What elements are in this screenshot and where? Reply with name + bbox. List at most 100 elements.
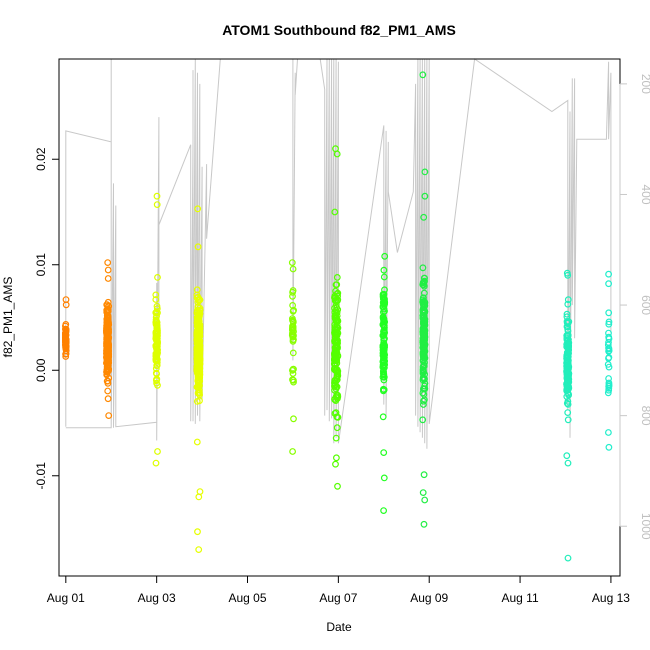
data-point [605,375,612,382]
data-point [605,381,613,389]
right-tick-label: 800 [639,406,650,426]
data-point [421,359,428,367]
series-9 [604,270,613,451]
data-point [103,312,111,320]
data-point [153,377,160,385]
data-point [421,168,429,176]
data-point [564,416,572,424]
data-point [154,448,161,455]
data-point [379,332,387,339]
data-point [563,357,571,364]
data-point [331,410,339,417]
data-point [193,331,201,339]
data-point [153,192,161,200]
data-point [195,321,203,329]
data-point [194,205,202,213]
data-point [419,71,427,79]
data-point [381,300,389,308]
x-tick-label: Aug 07 [319,591,357,605]
data-point [195,309,203,317]
data-point [421,274,428,282]
data-point [334,344,341,352]
data-point [605,280,612,288]
data-point [193,286,201,294]
x-axis: Aug 01 Aug 03 Aug 05 Aug 07 Aug 09 Aug 11 Aug … [47,576,630,605]
data-point [62,331,70,339]
x-tick-label: Aug 01 [47,591,85,605]
data-point [332,460,339,468]
data-point [563,452,571,460]
data-point [153,329,161,337]
data-point [195,297,203,304]
data-point [604,389,612,397]
data-point [380,273,388,281]
data-point [605,429,612,436]
x-axis-label: Date [326,620,352,634]
data-point [420,520,428,528]
data-point [421,192,429,200]
data-point [380,266,388,274]
data-point [331,386,339,394]
data-point [104,338,112,346]
data-point [419,264,427,272]
series-5 [330,145,342,490]
data-point [290,415,297,423]
x-tick-label: Aug 11 [501,591,538,605]
data-point [605,318,613,326]
data-point [380,474,388,482]
data-point [380,356,387,364]
data-point [62,335,70,342]
data-point [421,380,429,387]
y-axis: -0.01 0.00 0.01 0.02 [34,147,59,489]
data-point [104,387,112,395]
data-point [194,528,201,536]
data-point [152,335,160,343]
data-point [564,554,572,562]
data-point [332,367,339,374]
data-point [379,293,387,301]
data-point [379,349,387,357]
data-point [564,296,572,304]
secondary-trace-line [65,58,612,449]
data-point [196,488,204,496]
data-point [104,266,112,274]
data-point [380,376,388,384]
data-point [605,329,612,337]
data-point [152,296,160,303]
data-point [605,347,612,355]
series-1 [103,259,113,420]
data-point [153,201,161,209]
data-point [290,365,297,373]
data-point [564,271,572,279]
points-layer [62,71,613,562]
data-point [332,397,340,405]
data-point [332,287,340,295]
data-point [333,150,341,158]
data-point [419,489,427,497]
data-point [380,341,388,349]
data-point [193,383,201,391]
y-tick-label: -0.01 [34,462,48,490]
data-point [564,398,572,405]
data-point [565,336,572,344]
right-tick-label: 400 [639,184,650,204]
data-point [380,449,388,457]
data-point [103,307,111,315]
data-point [332,346,339,354]
data-point [289,376,296,384]
right-tick-label: 600 [639,295,650,315]
data-point [419,349,427,356]
data-point [420,281,428,289]
data-point [420,342,428,350]
data-point [564,345,572,353]
data-point [420,471,428,479]
data-point [419,416,427,424]
data-point [564,459,572,467]
data-point [154,346,161,354]
series-3 [193,205,204,553]
data-point [330,360,338,368]
data-point [103,353,111,361]
data-point [564,409,572,417]
series-7 [419,71,429,528]
